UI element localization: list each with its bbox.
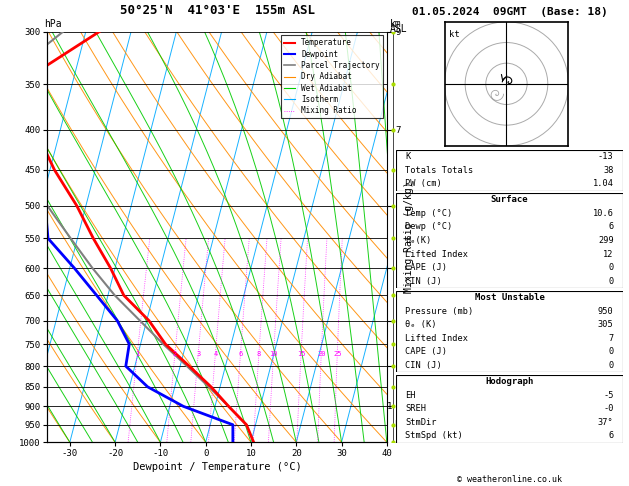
Text: km: km: [390, 19, 402, 29]
Text: θₑ(K): θₑ(K): [405, 236, 431, 245]
Text: CIN (J): CIN (J): [405, 277, 442, 286]
Text: -5: -5: [603, 391, 614, 399]
Text: θₑ (K): θₑ (K): [405, 320, 437, 329]
Text: 6: 6: [238, 351, 243, 357]
Text: 10.6: 10.6: [593, 209, 614, 218]
Text: © weatheronline.co.uk: © weatheronline.co.uk: [457, 474, 562, 484]
Text: 15: 15: [297, 351, 305, 357]
Text: hPa: hPa: [44, 19, 62, 29]
Text: 6: 6: [608, 223, 614, 231]
Text: LCL: LCL: [394, 420, 409, 429]
Text: 4: 4: [213, 351, 218, 357]
Text: 8: 8: [257, 351, 261, 357]
Text: 0: 0: [608, 277, 614, 286]
X-axis label: Dewpoint / Temperature (°C): Dewpoint / Temperature (°C): [133, 462, 301, 472]
Text: 7: 7: [608, 334, 614, 343]
Text: 305: 305: [598, 320, 614, 329]
Text: 0: 0: [608, 347, 614, 356]
Text: -0: -0: [603, 404, 614, 413]
Text: StmDir: StmDir: [405, 418, 437, 427]
Text: 38: 38: [603, 166, 614, 174]
Text: 299: 299: [598, 236, 614, 245]
Text: 3: 3: [196, 351, 200, 357]
Text: StmSpd (kt): StmSpd (kt): [405, 432, 463, 440]
Text: Hodograph: Hodograph: [486, 377, 533, 386]
Text: Lifted Index: Lifted Index: [405, 334, 469, 343]
Text: Dewp (°C): Dewp (°C): [405, 223, 453, 231]
Legend: Temperature, Dewpoint, Parcel Trajectory, Dry Adiabat, Wet Adiabat, Isotherm, Mi: Temperature, Dewpoint, Parcel Trajectory…: [281, 35, 383, 118]
Text: SREH: SREH: [405, 404, 426, 413]
Text: 12: 12: [603, 250, 614, 259]
Text: 2: 2: [173, 351, 177, 357]
Text: 37°: 37°: [598, 418, 614, 427]
Text: 0: 0: [608, 263, 614, 272]
Text: 950: 950: [598, 307, 614, 315]
Text: 0: 0: [608, 361, 614, 370]
Text: CAPE (J): CAPE (J): [405, 263, 447, 272]
Text: CIN (J): CIN (J): [405, 361, 442, 370]
Text: 1: 1: [387, 402, 392, 411]
Text: -13: -13: [598, 152, 614, 161]
Text: Temp (°C): Temp (°C): [405, 209, 453, 218]
Text: 6: 6: [608, 432, 614, 440]
Text: 1: 1: [135, 351, 140, 357]
Text: Totals Totals: Totals Totals: [405, 166, 474, 174]
Text: 50°25'N  41°03'E  155m ASL: 50°25'N 41°03'E 155m ASL: [120, 4, 314, 17]
Text: Mixing Ratio (g/kg): Mixing Ratio (g/kg): [404, 181, 414, 293]
Text: 1.04: 1.04: [593, 179, 614, 188]
Text: 01.05.2024  09GMT  (Base: 18): 01.05.2024 09GMT (Base: 18): [411, 7, 608, 17]
Text: 10: 10: [269, 351, 278, 357]
Text: ASL: ASL: [390, 24, 408, 34]
Text: 25: 25: [333, 351, 342, 357]
Text: PW (cm): PW (cm): [405, 179, 442, 188]
Text: CAPE (J): CAPE (J): [405, 347, 447, 356]
Text: Lifted Index: Lifted Index: [405, 250, 469, 259]
Text: K: K: [405, 152, 411, 161]
Text: Most Unstable: Most Unstable: [474, 293, 545, 302]
Text: Pressure (mb): Pressure (mb): [405, 307, 474, 315]
Text: EH: EH: [405, 391, 416, 399]
Text: kt: kt: [448, 30, 459, 39]
Text: Surface: Surface: [491, 195, 528, 204]
Text: 20: 20: [317, 351, 326, 357]
